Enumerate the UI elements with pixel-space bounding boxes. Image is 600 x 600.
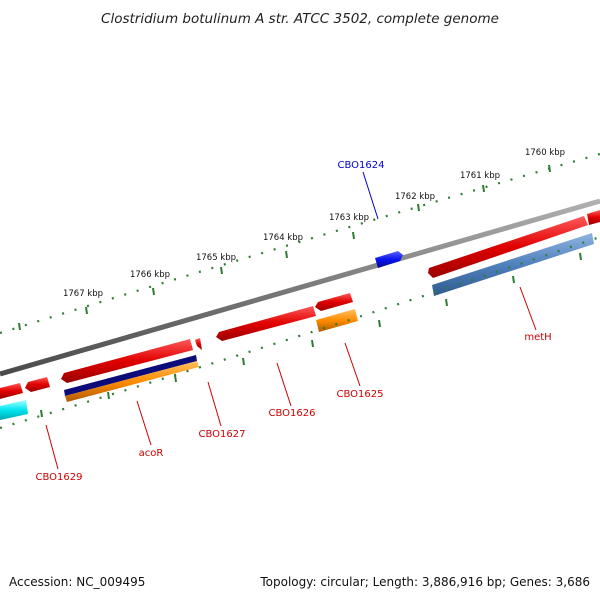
label-meth[interactable]: metH xyxy=(524,332,551,343)
label-acor[interactable]: acoR xyxy=(139,448,164,459)
inner-scale-arc xyxy=(0,235,600,430)
tick-1763 xyxy=(352,231,355,240)
tick-1762 xyxy=(417,203,420,212)
label-cbo1626[interactable]: CBO1626 xyxy=(269,408,316,419)
leader-cbo1629 xyxy=(45,424,59,470)
leader-cbo1625 xyxy=(344,342,361,387)
label-cbo1629[interactable]: CBO1629 xyxy=(36,472,83,483)
inner-tick-6 xyxy=(242,357,245,366)
gene-cbo1624[interactable] xyxy=(375,251,403,268)
inner-tick-5 xyxy=(311,339,314,348)
leader-meth xyxy=(519,286,537,331)
tick-1760 xyxy=(548,164,551,173)
scale-label-1764: 1764 kbp xyxy=(263,233,303,243)
inner-tick-3 xyxy=(445,298,448,307)
map-title: Clostridium botulinum A str. ATCC 3502, … xyxy=(101,11,499,27)
genome-summary-text: Topology: circular; Length: 3,886,916 bp… xyxy=(259,575,590,589)
leader-cbo1627 xyxy=(207,381,222,427)
outer-scale-arc xyxy=(0,152,600,335)
inner-tick-9 xyxy=(40,409,43,418)
gene-cbo1626[interactable] xyxy=(216,306,316,341)
accession-text: Accession: NC_009495 xyxy=(9,575,145,589)
tick-1761 xyxy=(482,184,485,193)
scale-label-1762: 1762 kbp xyxy=(395,192,435,202)
feature-cyan[interactable] xyxy=(0,400,28,420)
genome-backbone xyxy=(0,198,600,377)
scale-label-1766: 1766 kbp xyxy=(130,270,170,280)
leader-acor xyxy=(136,400,152,446)
gene-cbo1627[interactable] xyxy=(195,338,202,350)
scale-label-1763: 1763 kbp xyxy=(329,213,369,223)
inner-tick-7 xyxy=(174,374,177,383)
gene-edge-right[interactable] xyxy=(587,210,600,225)
inner-tick-1 xyxy=(579,252,582,261)
leader-cbo1626 xyxy=(276,362,292,407)
tick-1765 xyxy=(220,266,223,275)
outer-major-ticks xyxy=(18,164,551,331)
label-cbo1627[interactable]: CBO1627 xyxy=(199,429,246,440)
leader-cbo1624 xyxy=(362,171,379,220)
gene-acor[interactable] xyxy=(61,339,193,383)
label-cbo1625[interactable]: CBO1625 xyxy=(337,389,384,400)
inner-tick-2 xyxy=(512,275,515,284)
scale-label-1765: 1765 kbp xyxy=(196,253,236,263)
tick-1767 xyxy=(85,306,88,315)
scale-label-1767: 1767 kbp xyxy=(63,289,103,299)
scale-labels: 1760 kbp 1761 kbp 1762 kbp 1763 kbp 1764… xyxy=(63,148,565,299)
inner-major-ticks xyxy=(40,252,582,418)
gene-meth[interactable] xyxy=(428,216,588,278)
feature-acor-domain-orange[interactable] xyxy=(65,361,199,402)
scale-label-1761: 1761 kbp xyxy=(460,171,500,181)
gene-cbo1625[interactable] xyxy=(315,293,353,311)
tick-1764 xyxy=(285,250,288,259)
inner-tick-8 xyxy=(107,391,110,400)
inner-tick-4 xyxy=(378,319,381,328)
feature-acor-domain-navy[interactable] xyxy=(64,355,197,396)
tick-1766 xyxy=(152,287,155,296)
gene-labels: CBO1624 metH CBO1625 CBO1626 CBO1627 aco… xyxy=(36,160,552,483)
label-cbo1624[interactable]: CBO1624 xyxy=(338,160,385,171)
gene-cbo1629[interactable] xyxy=(25,377,50,392)
feature-cbo1625-domain[interactable] xyxy=(316,309,358,332)
tick-1768 xyxy=(18,322,21,331)
gene-edge-left[interactable] xyxy=(0,383,23,399)
scale-label-1760: 1760 kbp xyxy=(525,148,565,158)
